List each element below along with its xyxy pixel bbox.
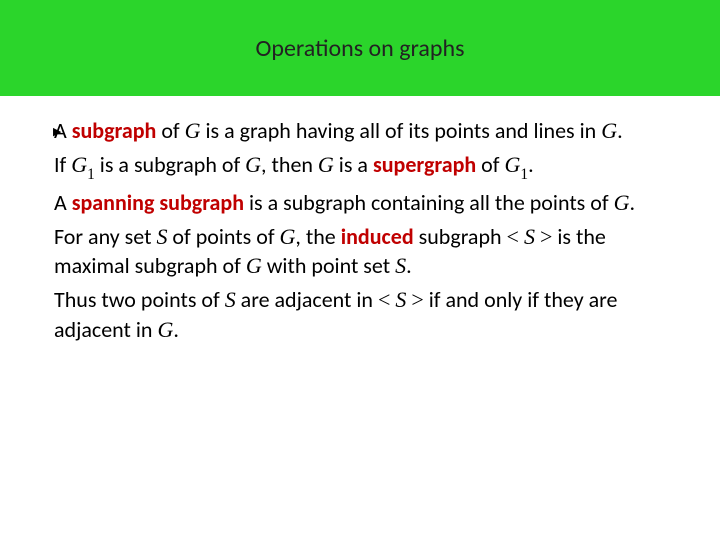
term-supergraph: supergraph (373, 151, 476, 178)
text: of (476, 151, 504, 178)
math-S: S (524, 224, 535, 249)
slide: Operations on graphs ▶ A subgraph of G is… (0, 0, 720, 540)
text: . (173, 316, 179, 343)
math-G1: G (504, 152, 520, 177)
paragraph-subgraph: ▶A subgraph of G is a graph having all o… (54, 116, 666, 146)
math-G: G (614, 190, 630, 215)
math-gt: > (411, 287, 423, 312)
text: If (54, 151, 71, 178)
paragraph-induced: For any set S of points of G, the induce… (54, 222, 666, 281)
math-G: G (245, 152, 261, 177)
title-bar: Operations on graphs (0, 0, 720, 96)
paragraph-spanning: A spanning subgraph is a subgraph contai… (54, 188, 666, 218)
bullet-icon: ▶ (53, 125, 61, 140)
math-G: G (157, 317, 173, 342)
math-G: G (246, 253, 262, 278)
math-G: G (280, 224, 296, 249)
text: , then (261, 151, 318, 178)
text: is a (334, 151, 373, 178)
math-G: G (318, 152, 334, 177)
math-gt: > (540, 224, 552, 249)
slide-content: ▶ A subgraph of G is a graph having all o… (0, 96, 720, 344)
text: For any set (54, 223, 156, 250)
math-sub: 1 (87, 166, 95, 183)
math-G: G (185, 118, 201, 143)
math-G: G (601, 118, 617, 143)
text: Thus two points of (54, 286, 225, 313)
text: is a subgraph containing all the points … (244, 189, 614, 216)
text: A (54, 189, 72, 216)
math-lt: < (378, 287, 390, 312)
text: of (156, 117, 184, 144)
math-G1: G (71, 152, 87, 177)
text: . (617, 117, 623, 144)
math-S: S (156, 224, 167, 249)
paragraph-supergraph: If G1 is a subgraph of G, then G is a su… (54, 150, 666, 184)
text: subgraph (414, 223, 507, 250)
text: with point set (262, 252, 395, 279)
text: is a graph having all of its points and … (201, 117, 602, 144)
math-S: S (395, 287, 406, 312)
text: , the (295, 223, 340, 250)
text: is a subgraph of (95, 151, 245, 178)
text: . (528, 151, 534, 178)
math-sub: 1 (520, 166, 528, 183)
text: . (629, 189, 635, 216)
math-S: S (225, 287, 236, 312)
text: of points of (167, 223, 279, 250)
paragraph-adjacent: Thus two points of S are adjacent in < S… (54, 285, 666, 344)
math-S: S (395, 253, 406, 278)
term-subgraph: subgraph (72, 117, 157, 144)
term-induced: induced (341, 223, 414, 250)
slide-title: Operations on graphs (255, 34, 464, 63)
term-spanning-subgraph: spanning subgraph (72, 189, 244, 216)
math-lt: < (507, 224, 519, 249)
text: are adjacent in (236, 286, 378, 313)
text: . (406, 252, 412, 279)
